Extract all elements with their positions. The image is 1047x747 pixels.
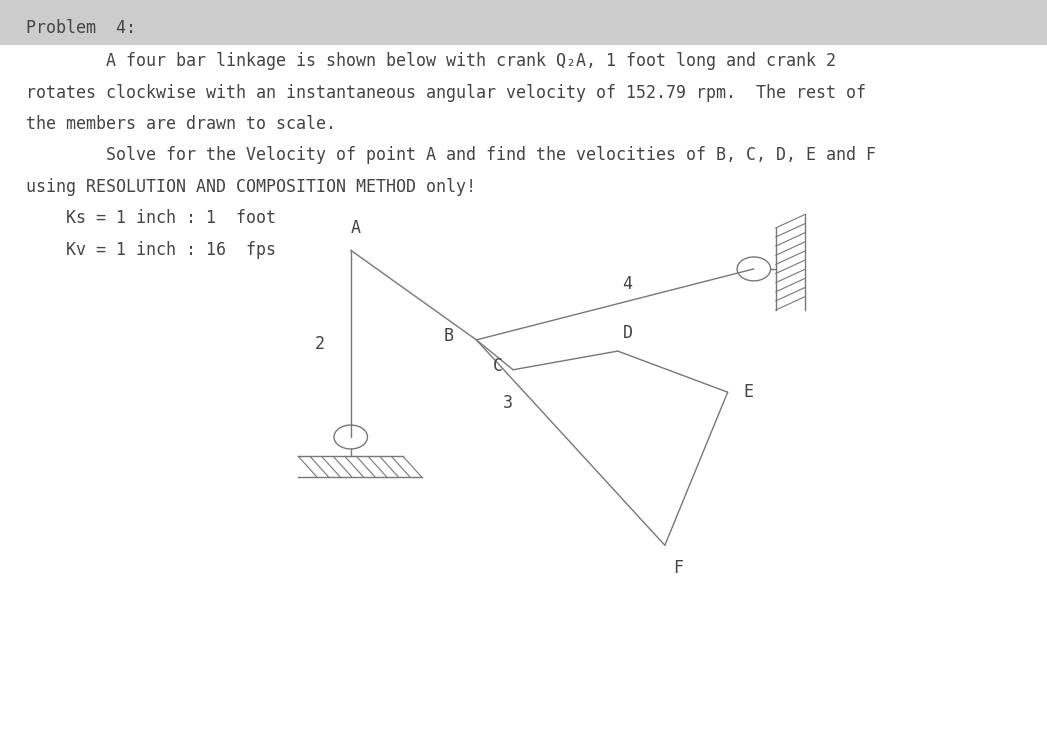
Bar: [0, 0, 1047, 45]
Text: Problem  4:: Problem 4:: [26, 19, 136, 37]
Text: Kv = 1 inch : 16  fps: Kv = 1 inch : 16 fps: [26, 241, 276, 258]
Text: 2: 2: [314, 335, 325, 353]
Text: F: F: [673, 559, 684, 577]
Text: A four bar linkage is shown below with crank Q₂A, 1 foot long and crank 2: A four bar linkage is shown below with c…: [26, 52, 837, 70]
Text: B: B: [443, 327, 453, 345]
Text: 3: 3: [503, 394, 513, 412]
Text: Solve for the Velocity of point A and find the velocities of B, C, D, E and F: Solve for the Velocity of point A and fi…: [26, 146, 876, 164]
Text: the members are drawn to scale.: the members are drawn to scale.: [26, 115, 336, 133]
Text: rotates clockwise with an instantaneous angular velocity of 152.79 rpm.  The res: rotates clockwise with an instantaneous …: [26, 84, 866, 102]
Text: using RESOLUTION AND COMPOSITION METHOD only!: using RESOLUTION AND COMPOSITION METHOD …: [26, 178, 476, 196]
Text: C: C: [492, 357, 503, 375]
Text: D: D: [623, 324, 633, 342]
Text: E: E: [743, 383, 754, 401]
Text: A: A: [351, 219, 361, 237]
Text: Ks = 1 inch : 1  foot: Ks = 1 inch : 1 foot: [26, 209, 276, 227]
Text: 4: 4: [622, 275, 632, 293]
